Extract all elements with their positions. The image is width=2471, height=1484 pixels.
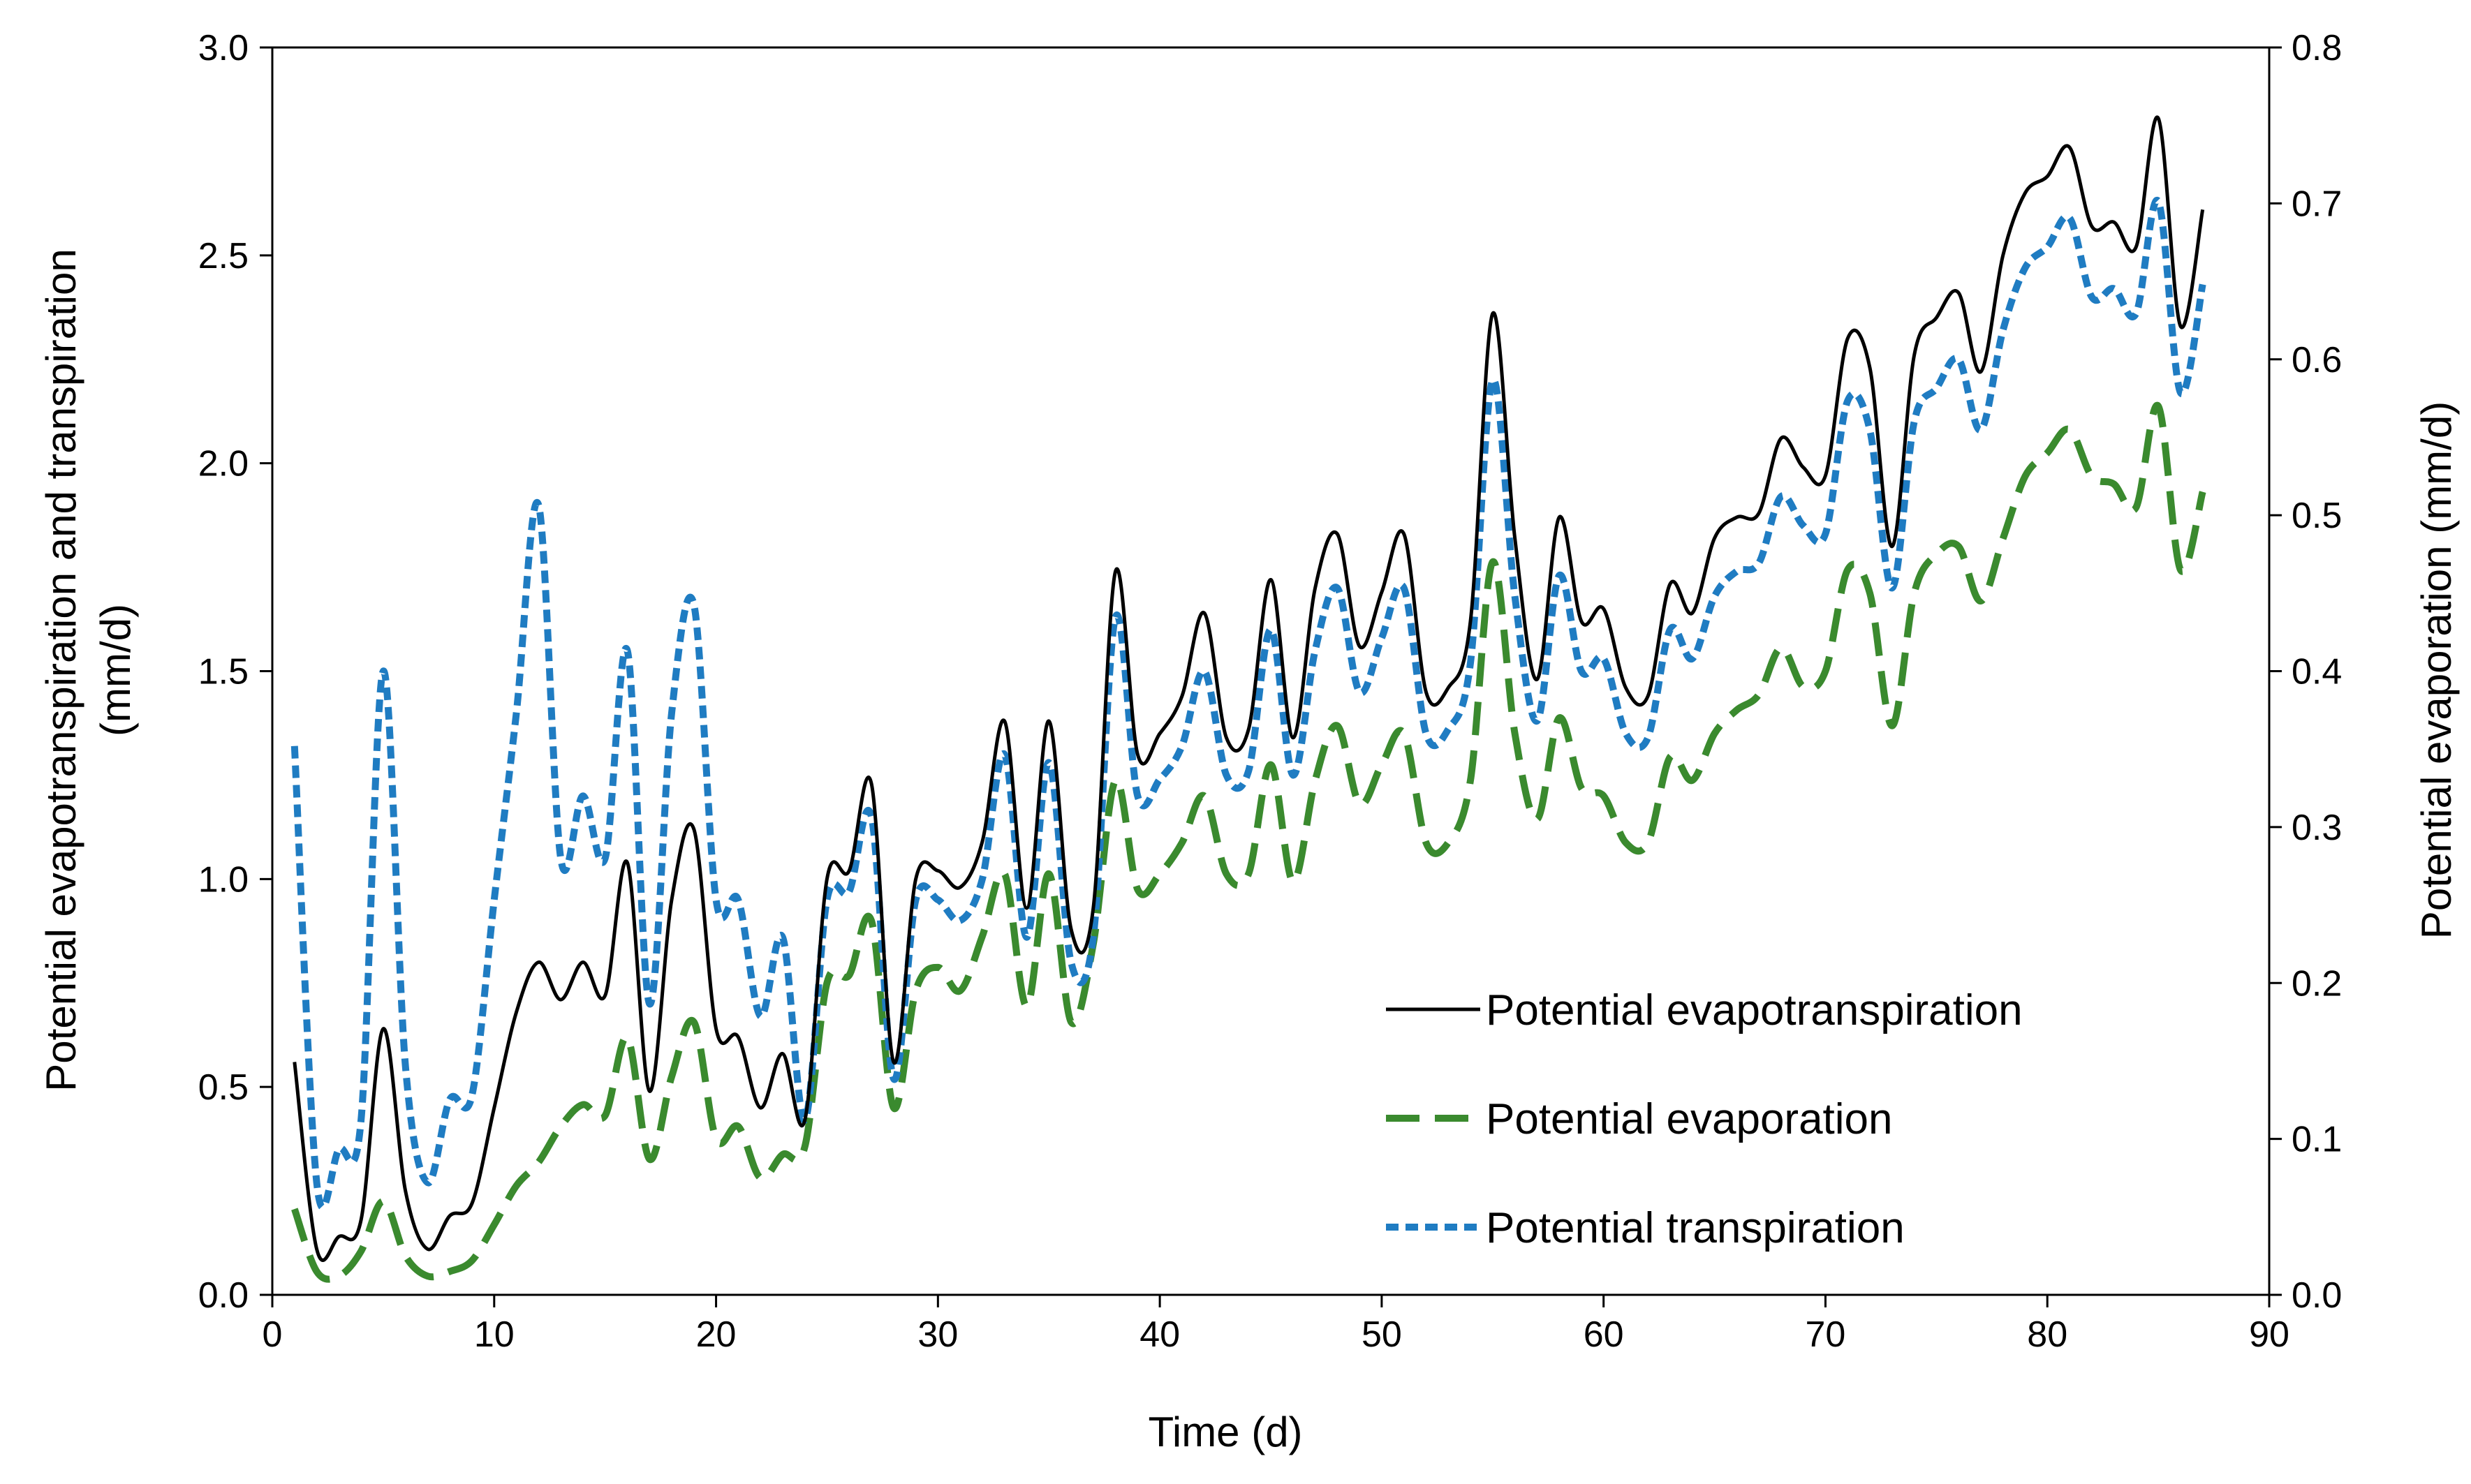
- series-layer: [290, 115, 2206, 1283]
- legend: Potential evapotranspiration Potential e…: [1386, 986, 2023, 1252]
- series-line-evapotranspiration: [293, 115, 2205, 1262]
- x-tick-label: 30: [917, 1314, 958, 1355]
- y-right-tick-label: 0.7: [2292, 184, 2342, 224]
- x-axis-title: Time (d): [1148, 1409, 1302, 1455]
- x-tick-label: 90: [2249, 1314, 2289, 1355]
- y-left-tick-label: 1.0: [198, 859, 249, 900]
- y-axis-left: 0.0 0.5 1.0 1.5 2.0 2.5 3.0: [198, 28, 272, 1316]
- y-right-tick-label: 0.5: [2292, 496, 2342, 536]
- y-left-tick-label: 2.0: [198, 444, 249, 484]
- y-left-tick-label: 0.0: [198, 1275, 249, 1316]
- x-tick-label: 50: [1362, 1314, 1402, 1355]
- y-axis-right-title: Potential evaporation (mm/d): [2413, 401, 2460, 939]
- y-right-tick-label: 0.2: [2292, 963, 2342, 1004]
- y-axis-left-title-line1: Potential evapotranspiration and transpi…: [38, 248, 84, 1091]
- y-left-tick-label: 1.5: [198, 652, 249, 692]
- legend-label-evapotranspiration: Potential evapotranspiration: [1486, 986, 2023, 1034]
- y-axis-left-title-line2: (mm/d): [92, 604, 139, 736]
- x-tick-label: 0: [263, 1314, 283, 1355]
- x-tick-label: 40: [1139, 1314, 1180, 1355]
- y-right-tick-label: 0.4: [2292, 652, 2342, 692]
- y-right-tick-label: 0.1: [2292, 1120, 2342, 1160]
- y-left-tick-label: 2.5: [198, 236, 249, 276]
- y-right-tick-label: 0.3: [2292, 808, 2342, 848]
- series-line-evaporation: [291, 401, 2206, 1283]
- x-tick-label: 80: [2027, 1314, 2067, 1355]
- y-right-tick-label: 0.0: [2292, 1275, 2342, 1316]
- y-right-tick-label: 0.8: [2292, 28, 2342, 68]
- y-right-tick-label: 0.6: [2292, 340, 2342, 380]
- x-tick-label: 10: [474, 1314, 515, 1355]
- y-axis-right: 0.0 0.1 0.2 0.3 0.4 0.5 0.6 0.7 0.8: [2269, 28, 2342, 1316]
- x-tick-label: 20: [696, 1314, 737, 1355]
- y-left-tick-label: 0.5: [198, 1067, 249, 1108]
- legend-label-transpiration: Potential transpiration: [1486, 1204, 1905, 1252]
- x-axis: 0 10 20 30 40 50 60 70 80 90: [263, 1295, 2289, 1355]
- x-tick-label: 70: [1806, 1314, 1846, 1355]
- legend-label-evaporation: Potential evaporation: [1486, 1095, 1893, 1143]
- x-tick-label: 60: [1584, 1314, 1624, 1355]
- series-line-transpiration: [290, 196, 2206, 1211]
- y-left-tick-label: 3.0: [198, 28, 249, 68]
